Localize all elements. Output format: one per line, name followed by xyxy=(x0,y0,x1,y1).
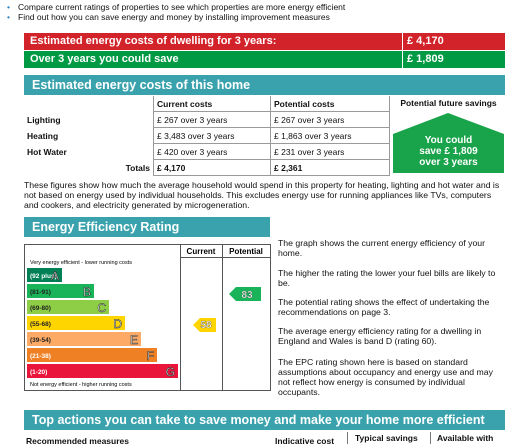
band-letter: E xyxy=(130,333,138,347)
cost-bar: Estimated energy costs of dwelling for 3… xyxy=(24,33,505,50)
row: Lighting £ 267 over 3 years £ 267 over 3 y… xyxy=(24,111,390,128)
rating-note: The average energy efficiency rating for… xyxy=(278,326,482,346)
cost-value: £ 4,170 xyxy=(402,33,444,50)
cell: £ 231 over 3 years xyxy=(270,143,390,160)
column-divider xyxy=(430,432,431,444)
row-label: Totals xyxy=(125,162,150,173)
row-label: Hot Water xyxy=(27,146,67,157)
rating-frame xyxy=(24,244,271,391)
column-header: Potential costs xyxy=(270,96,390,112)
rating-note: The graph shows the current energy effic… xyxy=(278,238,486,258)
band-range: (55-68) xyxy=(30,321,51,328)
band-range: (92 plus) xyxy=(30,273,57,280)
scale-caption: Not energy efficient - higher running co… xyxy=(30,382,132,388)
column-header: Typical savings xyxy=(355,433,418,443)
bullet-text: Compare current ratings of properties to… xyxy=(18,2,346,12)
saving-value: £ 1,809 xyxy=(402,51,444,68)
rating-chart: Current Potential Very energy efficient … xyxy=(24,244,271,391)
potential-rating: 83 xyxy=(241,290,253,301)
bullet: Compare current ratings of properties to… xyxy=(7,2,346,12)
section-header: Top actions you can take to save money a… xyxy=(24,410,505,430)
rating-band xyxy=(27,300,109,314)
bullet-text: Find out how you can save energy and mon… xyxy=(18,12,330,22)
column-header: Available with xyxy=(437,433,494,443)
band-range: (21-38) xyxy=(30,353,51,360)
band-letter: C xyxy=(97,301,106,315)
column-header: Potential xyxy=(229,247,263,256)
rating-band xyxy=(27,316,125,330)
band-letter: A xyxy=(51,269,59,283)
column-header: Current xyxy=(187,247,216,256)
current-arrow xyxy=(193,318,216,332)
band-range: (1-20) xyxy=(30,369,47,376)
cost-label: Estimated energy costs of dwelling for 3… xyxy=(30,35,277,47)
rating-note: The higher the rating the lower your fue… xyxy=(278,268,496,288)
rating-note: The EPC rating shown here is based on st… xyxy=(278,357,493,397)
rating-band xyxy=(27,284,94,298)
house-shape xyxy=(393,113,504,173)
column-header: Potential future savings xyxy=(400,98,497,108)
savings-text: You could save £ 1,809 over 3 years xyxy=(392,135,505,168)
band-letter: D xyxy=(113,317,122,331)
cell: £ 2,361 xyxy=(270,159,390,176)
header-row: Current costs Potential costs xyxy=(24,96,390,112)
rating-band xyxy=(27,268,62,282)
totals-row: Totals £ 4,170 £ 2,361 xyxy=(24,159,390,176)
saving-bar: Over 3 years you could save £ 1,809 xyxy=(24,51,505,68)
rating-band xyxy=(27,348,157,362)
savings-house xyxy=(393,113,504,173)
band-letter: G xyxy=(166,365,175,379)
band-range: (39-54) xyxy=(30,337,51,344)
costs-note: These figures show how much the average … xyxy=(24,180,500,210)
band-letter: B xyxy=(83,285,91,299)
costs-table: Current costs Potential costs Lighting £ … xyxy=(24,96,390,176)
scale-caption: Very energy efficient - lower running co… xyxy=(30,260,132,266)
rating-band xyxy=(27,364,178,378)
column-header: Recommended measures xyxy=(26,436,129,446)
row-label: Lighting xyxy=(27,114,61,125)
band-letter: F xyxy=(147,349,154,363)
savings-line: save £ 1,809 xyxy=(419,146,478,157)
column-divider xyxy=(347,432,348,444)
savings-line: over 3 years xyxy=(419,157,478,168)
potential-arrow xyxy=(229,287,261,301)
cell: £ 1,863 over 3 years xyxy=(270,127,390,144)
band-range: (81-91) xyxy=(30,289,51,296)
row-label: Heating xyxy=(27,130,59,141)
rating-note: The potential rating shows the effect of… xyxy=(278,297,490,317)
current-rating: 58 xyxy=(200,320,212,331)
saving-label: Over 3 years you could save xyxy=(30,53,179,65)
savings-line: You could xyxy=(424,135,473,146)
band-range: (69-80) xyxy=(30,305,51,312)
section-header: Estimated energy costs of this home xyxy=(24,75,505,95)
cell: £ 267 over 3 years xyxy=(270,111,390,128)
rating-band xyxy=(27,332,141,346)
section-header: Energy Efficiency Rating xyxy=(24,217,270,237)
bullet: Find out how you can save energy and mon… xyxy=(7,12,330,22)
column-header: Indicative cost xyxy=(275,436,335,446)
